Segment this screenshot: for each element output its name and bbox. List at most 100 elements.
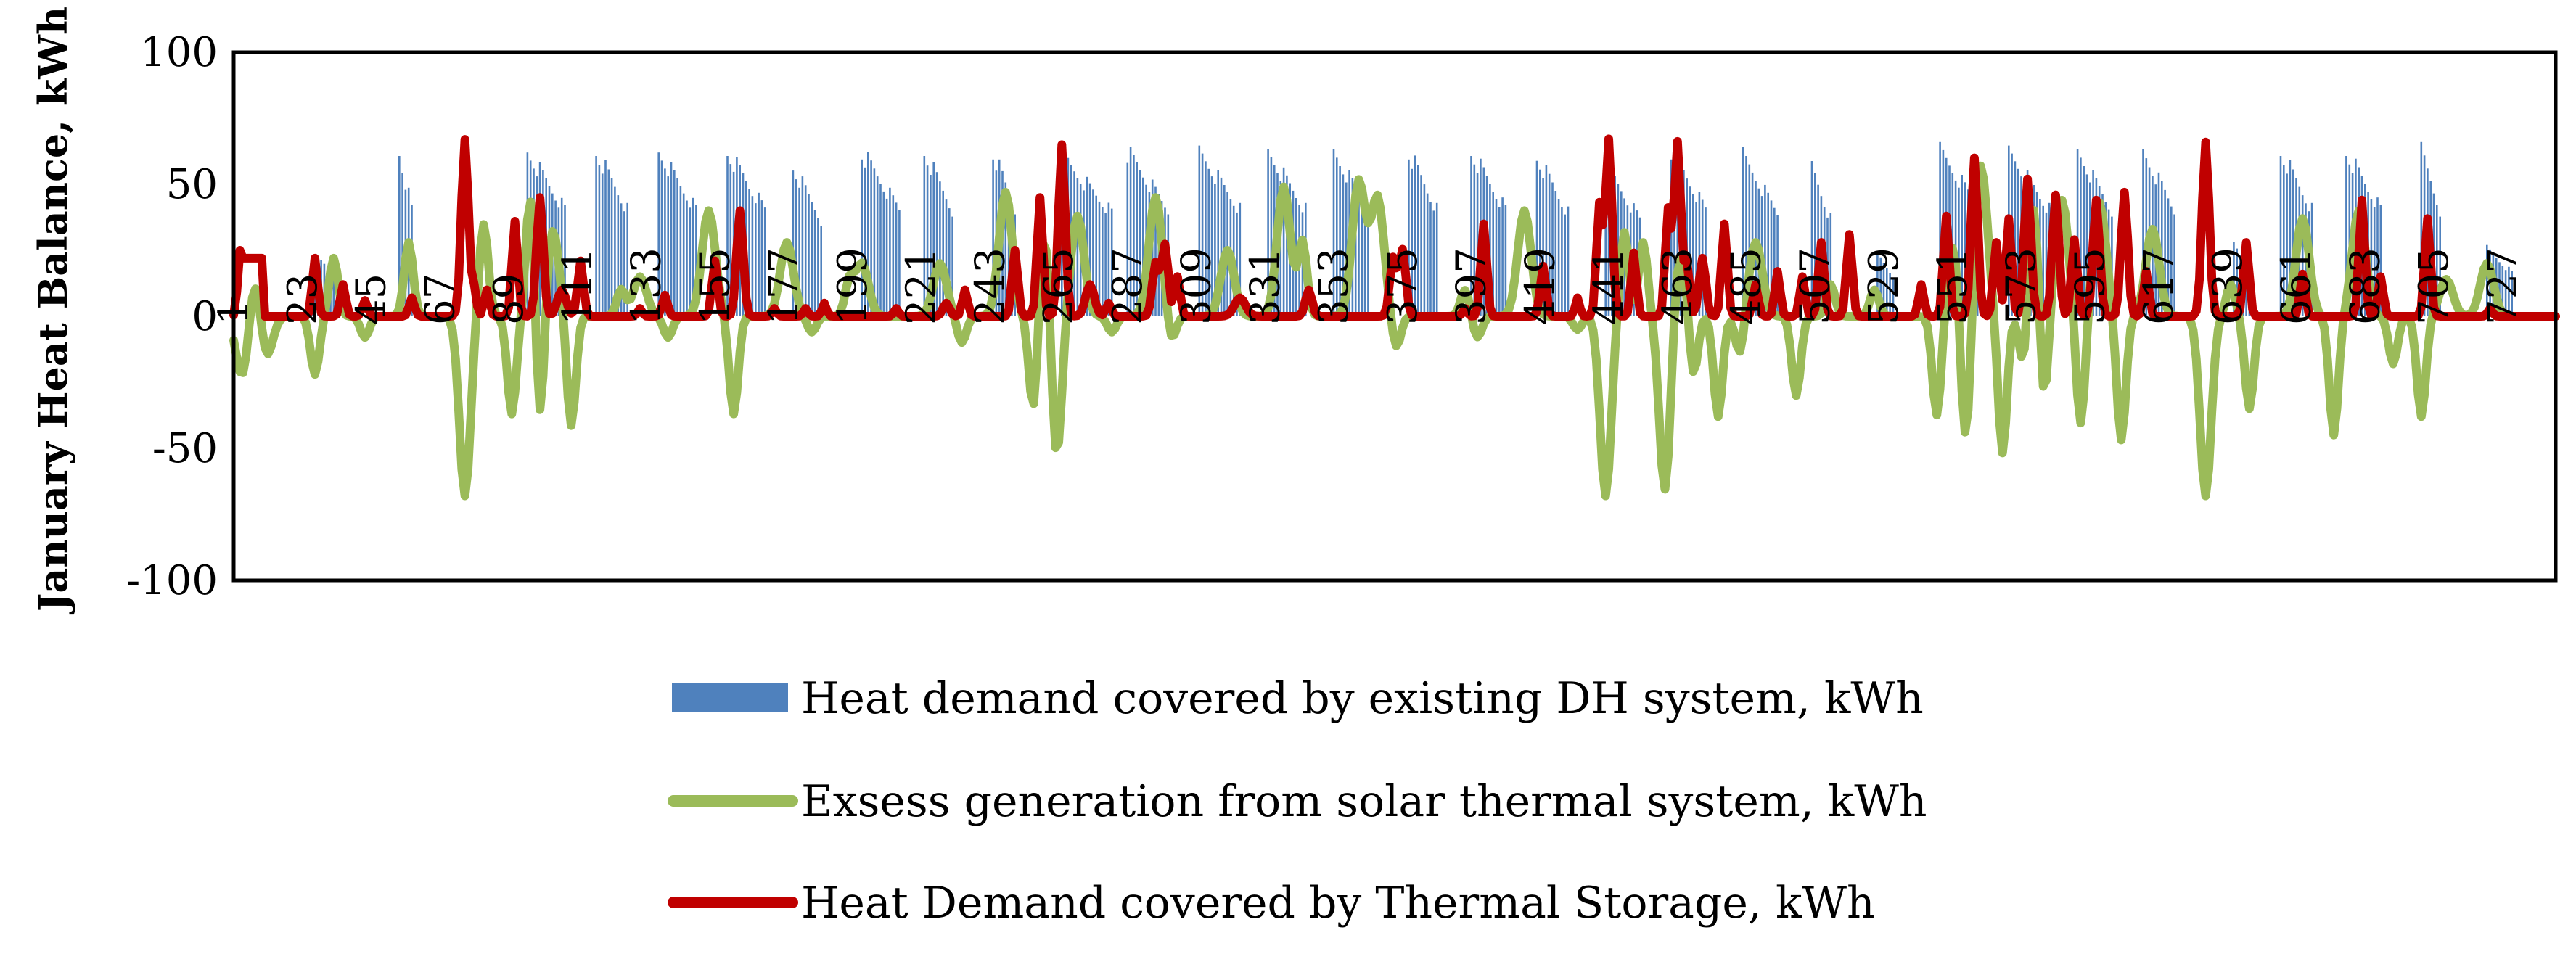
x-tick-label: 177 — [760, 247, 808, 325]
dh-bar — [1279, 181, 1282, 316]
dh-bar — [751, 196, 754, 316]
y-tick-label: -100 — [126, 557, 218, 604]
dh-bar — [1889, 273, 1891, 316]
legend-label: Exsess generation from solar thermal sys… — [801, 776, 1927, 827]
dh-bar — [1210, 176, 1213, 316]
dh-bar — [1764, 184, 1766, 316]
dh-bar — [1498, 207, 1501, 316]
dh-bar — [1567, 206, 1570, 316]
dh-bar — [1129, 147, 1132, 316]
dh-bar — [1504, 205, 1507, 316]
x-tick-label: 551 — [1929, 247, 1977, 325]
dh-bar — [1961, 175, 1963, 316]
dh-bar — [676, 178, 678, 316]
dh-bar — [1473, 164, 1476, 316]
x-tick-label: 199 — [829, 247, 877, 325]
dh-bar — [1495, 199, 1498, 316]
x-tick-label: 45 — [348, 273, 395, 325]
x-tick-label: 683 — [2342, 247, 2389, 325]
dh-bar — [1332, 149, 1335, 316]
dh-bar — [2504, 270, 2507, 316]
dh-bar — [2042, 205, 2044, 316]
dh-bar — [861, 159, 863, 316]
x-tick-label: 23 — [279, 273, 327, 325]
x-tick-label: 309 — [1173, 247, 1221, 325]
x-tick-label: 353 — [1310, 247, 1358, 325]
x-tick-label: 441 — [1586, 247, 1633, 325]
dh-bar — [398, 156, 401, 316]
dh-bar — [808, 194, 810, 316]
x-tick-label: 67 — [417, 273, 464, 325]
dh-bar — [1367, 216, 1369, 316]
dh-bar — [1104, 213, 1107, 316]
dh-bar — [1554, 191, 1557, 316]
dh-bar — [1698, 192, 1701, 316]
dh-bar — [1561, 207, 1563, 316]
x-tick-label: 595 — [2067, 247, 2114, 325]
x-tick-label: 485 — [1723, 247, 1771, 325]
dh-bar — [948, 208, 951, 316]
dh-bar — [1551, 182, 1554, 316]
y-tick-label: 0 — [192, 293, 218, 340]
dh-bar — [1882, 263, 1885, 316]
dh-bar — [660, 160, 663, 316]
dh-bar — [729, 164, 732, 316]
dh-bar — [2167, 198, 2170, 316]
dh-bar — [1342, 174, 1345, 316]
dh-bar — [2233, 242, 2235, 316]
x-tick-label: 463 — [1654, 247, 1702, 325]
dh-bar — [686, 200, 688, 316]
dh-bar — [1345, 182, 1348, 316]
x-tick-label: 639 — [2204, 247, 2252, 325]
dh-bar — [1220, 177, 1223, 316]
dh-bar — [1420, 175, 1422, 316]
dh-bar — [1426, 193, 1429, 316]
dh-bar — [2379, 205, 2382, 316]
dh-bar — [1545, 165, 1548, 316]
dh-bar — [657, 152, 660, 316]
dh-bar — [1501, 197, 1504, 316]
dh-bar — [1061, 168, 1063, 316]
dh-bar — [1205, 161, 1207, 316]
dh-bar — [2080, 157, 2082, 316]
dh-bar — [1207, 168, 1210, 316]
dh-bar — [801, 176, 804, 316]
dh-bar — [1435, 202, 1438, 316]
dh-bar — [889, 187, 891, 316]
dh-bar — [1557, 199, 1560, 316]
dh-bar — [804, 185, 807, 316]
dh-bar — [1670, 159, 1673, 316]
dh-bar — [1239, 202, 1242, 316]
dh-bar — [1892, 278, 1895, 316]
dh-bar — [1876, 251, 1879, 316]
dh-bar — [2142, 149, 2144, 316]
dh-bar — [2436, 205, 2438, 316]
dh-bar — [2170, 206, 2173, 316]
dh-bar — [2292, 169, 2294, 316]
dh-bar — [1267, 149, 1269, 316]
dh-bar — [2236, 248, 2238, 316]
dh-bar — [1142, 177, 1144, 316]
dh-bar — [760, 200, 763, 316]
dh-bar — [1676, 153, 1679, 316]
dh-bar — [932, 162, 935, 316]
solar-excess-line — [229, 161, 2560, 501]
dh-bar — [1429, 202, 1432, 316]
dh-bar — [873, 168, 876, 316]
dh-bar — [1154, 186, 1157, 316]
dh-bar — [2014, 161, 2017, 316]
dh-bar — [626, 202, 628, 316]
dh-bar — [1748, 164, 1751, 316]
dh-bar — [667, 176, 669, 316]
dh-bar — [1773, 207, 1776, 316]
dh-bar — [1886, 268, 1888, 316]
dh-bar — [682, 193, 685, 316]
dh-bar — [607, 169, 610, 316]
x-tick-label: 89 — [485, 273, 533, 325]
dh-bar — [867, 152, 869, 316]
x-tick-label: 243 — [967, 247, 1014, 325]
dh-bar — [939, 181, 941, 316]
dh-bar — [1361, 202, 1363, 316]
dh-bar — [1432, 210, 1435, 316]
x-tick-label: 265 — [1035, 247, 1083, 325]
